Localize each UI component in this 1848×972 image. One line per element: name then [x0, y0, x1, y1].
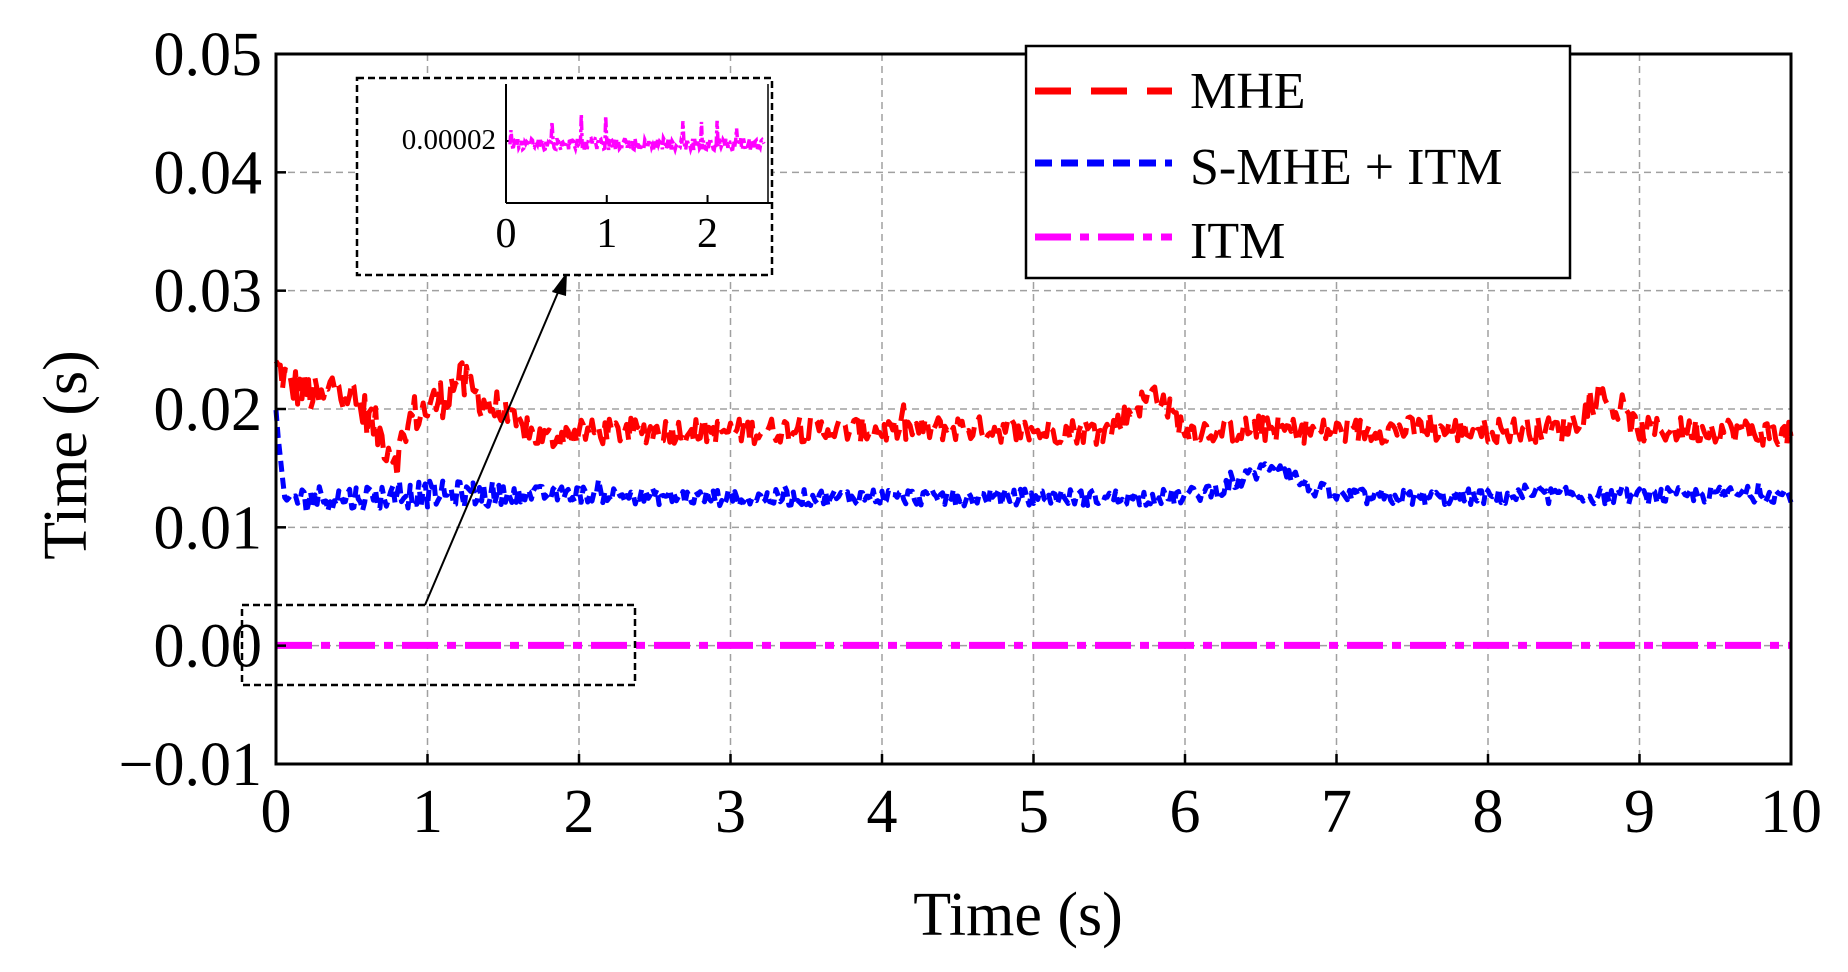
x-tick-label: 9 [1624, 778, 1655, 846]
inset-x-tick-label: 0 [496, 211, 517, 257]
legend-label-mhe: MHE [1190, 63, 1306, 120]
plot-series [273, 359, 1794, 649]
inset-x-tick-label: 1 [596, 211, 617, 257]
y-tick-label: −0.01 [119, 731, 262, 799]
y-tick-label: 0.00 [154, 613, 263, 681]
inset-y-tick-label: 0.00002 [402, 124, 496, 156]
x-tick-label: 1 [412, 778, 443, 846]
legend-label-itm: ITM [1190, 213, 1285, 270]
zoom-arrow-head [552, 272, 567, 296]
series-line-mhe [273, 359, 1794, 480]
x-tick-label: 4 [867, 778, 898, 846]
y-tick-label: 0.02 [154, 376, 263, 444]
inset-border [355, 76, 774, 277]
x-axis-label: Time (s) [913, 881, 1123, 949]
x-tick-label: 5 [1018, 778, 1049, 846]
series-line-s-mhe-itm [273, 409, 1794, 515]
inset-series [508, 114, 766, 156]
axis-ticks: 0 1 2 3 4 5 6 7 8 9 10−0.010.000.010.020.030.040.0… [119, 21, 1822, 846]
y-axis-label: Time (s) [32, 350, 100, 560]
y-tick-label: 0.03 [154, 258, 263, 326]
x-tick-label: 7 [1321, 778, 1352, 846]
zoom-arrow-line [424, 282, 563, 606]
x-tick-label: 10 [1760, 778, 1822, 846]
x-tick-label: 2 [564, 778, 595, 846]
y-tick-label: 0.01 [154, 494, 263, 562]
y-tick-label: 0.05 [154, 21, 263, 89]
inset-ticks: 0 1 2 [496, 140, 718, 257]
inset-x-tick-label: 2 [697, 211, 718, 257]
legend: MHE S-MHE + ITM ITM [1024, 44, 1572, 280]
x-tick-label: 8 [1473, 778, 1504, 846]
legend-label-smhe-itm: S-MHE + ITM [1190, 139, 1502, 196]
inset-itm-line [508, 114, 766, 156]
inset-panel: 0.00002 0 1 2 [355, 76, 774, 277]
x-tick-label: 3 [715, 778, 746, 846]
x-tick-label: 6 [1170, 778, 1201, 846]
zoom-region-box [240, 603, 637, 687]
y-tick-label: 0.04 [154, 139, 263, 207]
x-tick-label: 0 [261, 778, 292, 846]
